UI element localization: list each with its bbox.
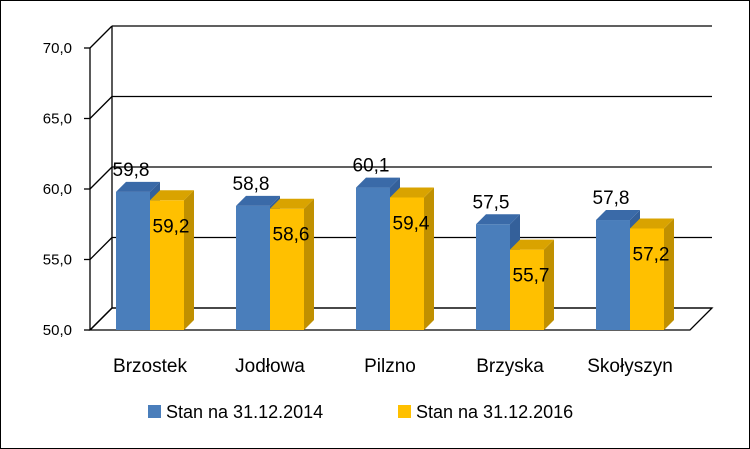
bar-front [596, 220, 630, 330]
bar-front [270, 208, 304, 330]
bar-side [544, 239, 554, 330]
data-label: 59,2 [153, 216, 190, 237]
bar-top [596, 210, 640, 221]
data-label: 59,8 [113, 160, 150, 181]
legend-swatch [398, 405, 411, 418]
y-tick-label: 70,0 [43, 40, 72, 57]
bar-front [150, 200, 184, 330]
gridline-depth [89, 25, 113, 49]
category-label: Brzyska [476, 356, 544, 377]
category-label: Jodłowa [235, 356, 305, 377]
bar-top [630, 218, 674, 229]
bar-front [510, 249, 544, 330]
legend-label: Stan na 31.12.2014 [166, 402, 323, 422]
bar-top [150, 190, 194, 201]
data-label: 58,8 [233, 174, 270, 195]
bar-side [664, 218, 674, 330]
gridline-depth [89, 237, 113, 260]
bar-front [476, 224, 510, 330]
bar-top [476, 214, 520, 225]
gridline-depth [89, 96, 113, 119]
data-label: 58,6 [273, 225, 310, 246]
y-tick-label: 50,0 [43, 322, 72, 339]
y-tick-label: 60,0 [43, 181, 72, 198]
bar-side [424, 187, 434, 330]
data-label: 60,1 [353, 156, 390, 177]
data-label: 59,4 [393, 213, 430, 234]
bar-front [116, 191, 150, 330]
bar-front [390, 197, 424, 330]
bar-front [236, 205, 270, 330]
gridline-depth [89, 166, 113, 190]
bar-top [116, 181, 160, 192]
data-label: 57,5 [473, 192, 510, 213]
bar-top [270, 198, 314, 209]
category-label: Skołyszyn [587, 356, 673, 377]
bar-front [630, 228, 664, 330]
bar-front [356, 187, 390, 330]
y-tick-label: 65,0 [43, 111, 72, 128]
legend-label: Stan na 31.12.2016 [416, 402, 573, 422]
bar-top [356, 177, 400, 188]
data-label: 57,2 [633, 244, 670, 265]
data-label: 55,7 [513, 266, 550, 287]
bar-side [184, 190, 194, 330]
bar-side [304, 198, 314, 330]
bar-top [510, 239, 554, 250]
bar-top [236, 195, 280, 206]
legend-swatch [148, 405, 161, 418]
data-label: 57,8 [593, 188, 630, 209]
category-label: Brzostek [113, 356, 187, 377]
category-label: Pilzno [364, 356, 416, 377]
bar-top [390, 187, 434, 198]
y-tick-label: 55,0 [43, 252, 72, 269]
